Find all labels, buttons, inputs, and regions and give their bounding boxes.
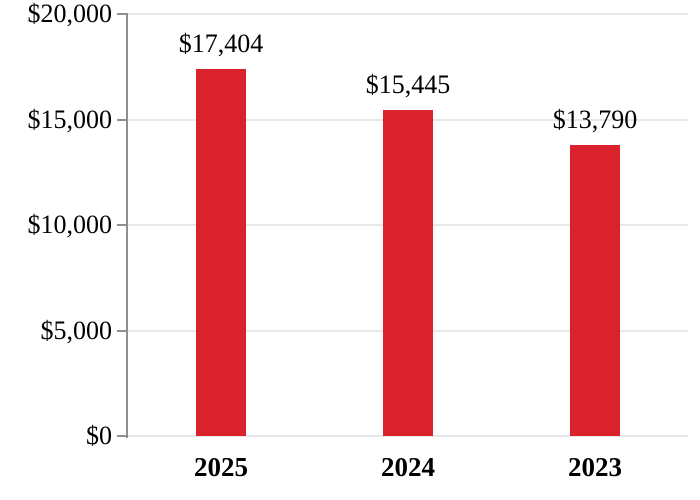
x-tick-label: 2023	[568, 452, 622, 482]
y-tick-label: $5,000	[40, 316, 113, 345]
x-tick-label: 2024	[381, 452, 435, 482]
y-axis-tick	[117, 435, 128, 437]
y-axis-tick	[117, 330, 128, 332]
y-axis-tick	[117, 224, 128, 226]
bar	[196, 69, 246, 436]
bar-value-label: $13,790	[552, 105, 638, 134]
y-axis-line	[126, 14, 128, 438]
x-tick-label: 2025	[194, 452, 248, 482]
bar	[383, 110, 433, 436]
gridline	[128, 13, 688, 15]
y-axis-tick	[117, 13, 128, 15]
y-tick-label: $15,000	[27, 105, 113, 134]
bar-value-label: $17,404	[178, 29, 264, 58]
y-tick-label: $20,000	[27, 0, 113, 28]
y-tick-label: $0	[86, 421, 112, 450]
gridline	[128, 435, 688, 437]
bar	[570, 145, 620, 436]
y-tick-label: $10,000	[27, 210, 113, 239]
y-axis-tick	[117, 119, 128, 121]
bar-value-label: $15,445	[365, 70, 451, 99]
